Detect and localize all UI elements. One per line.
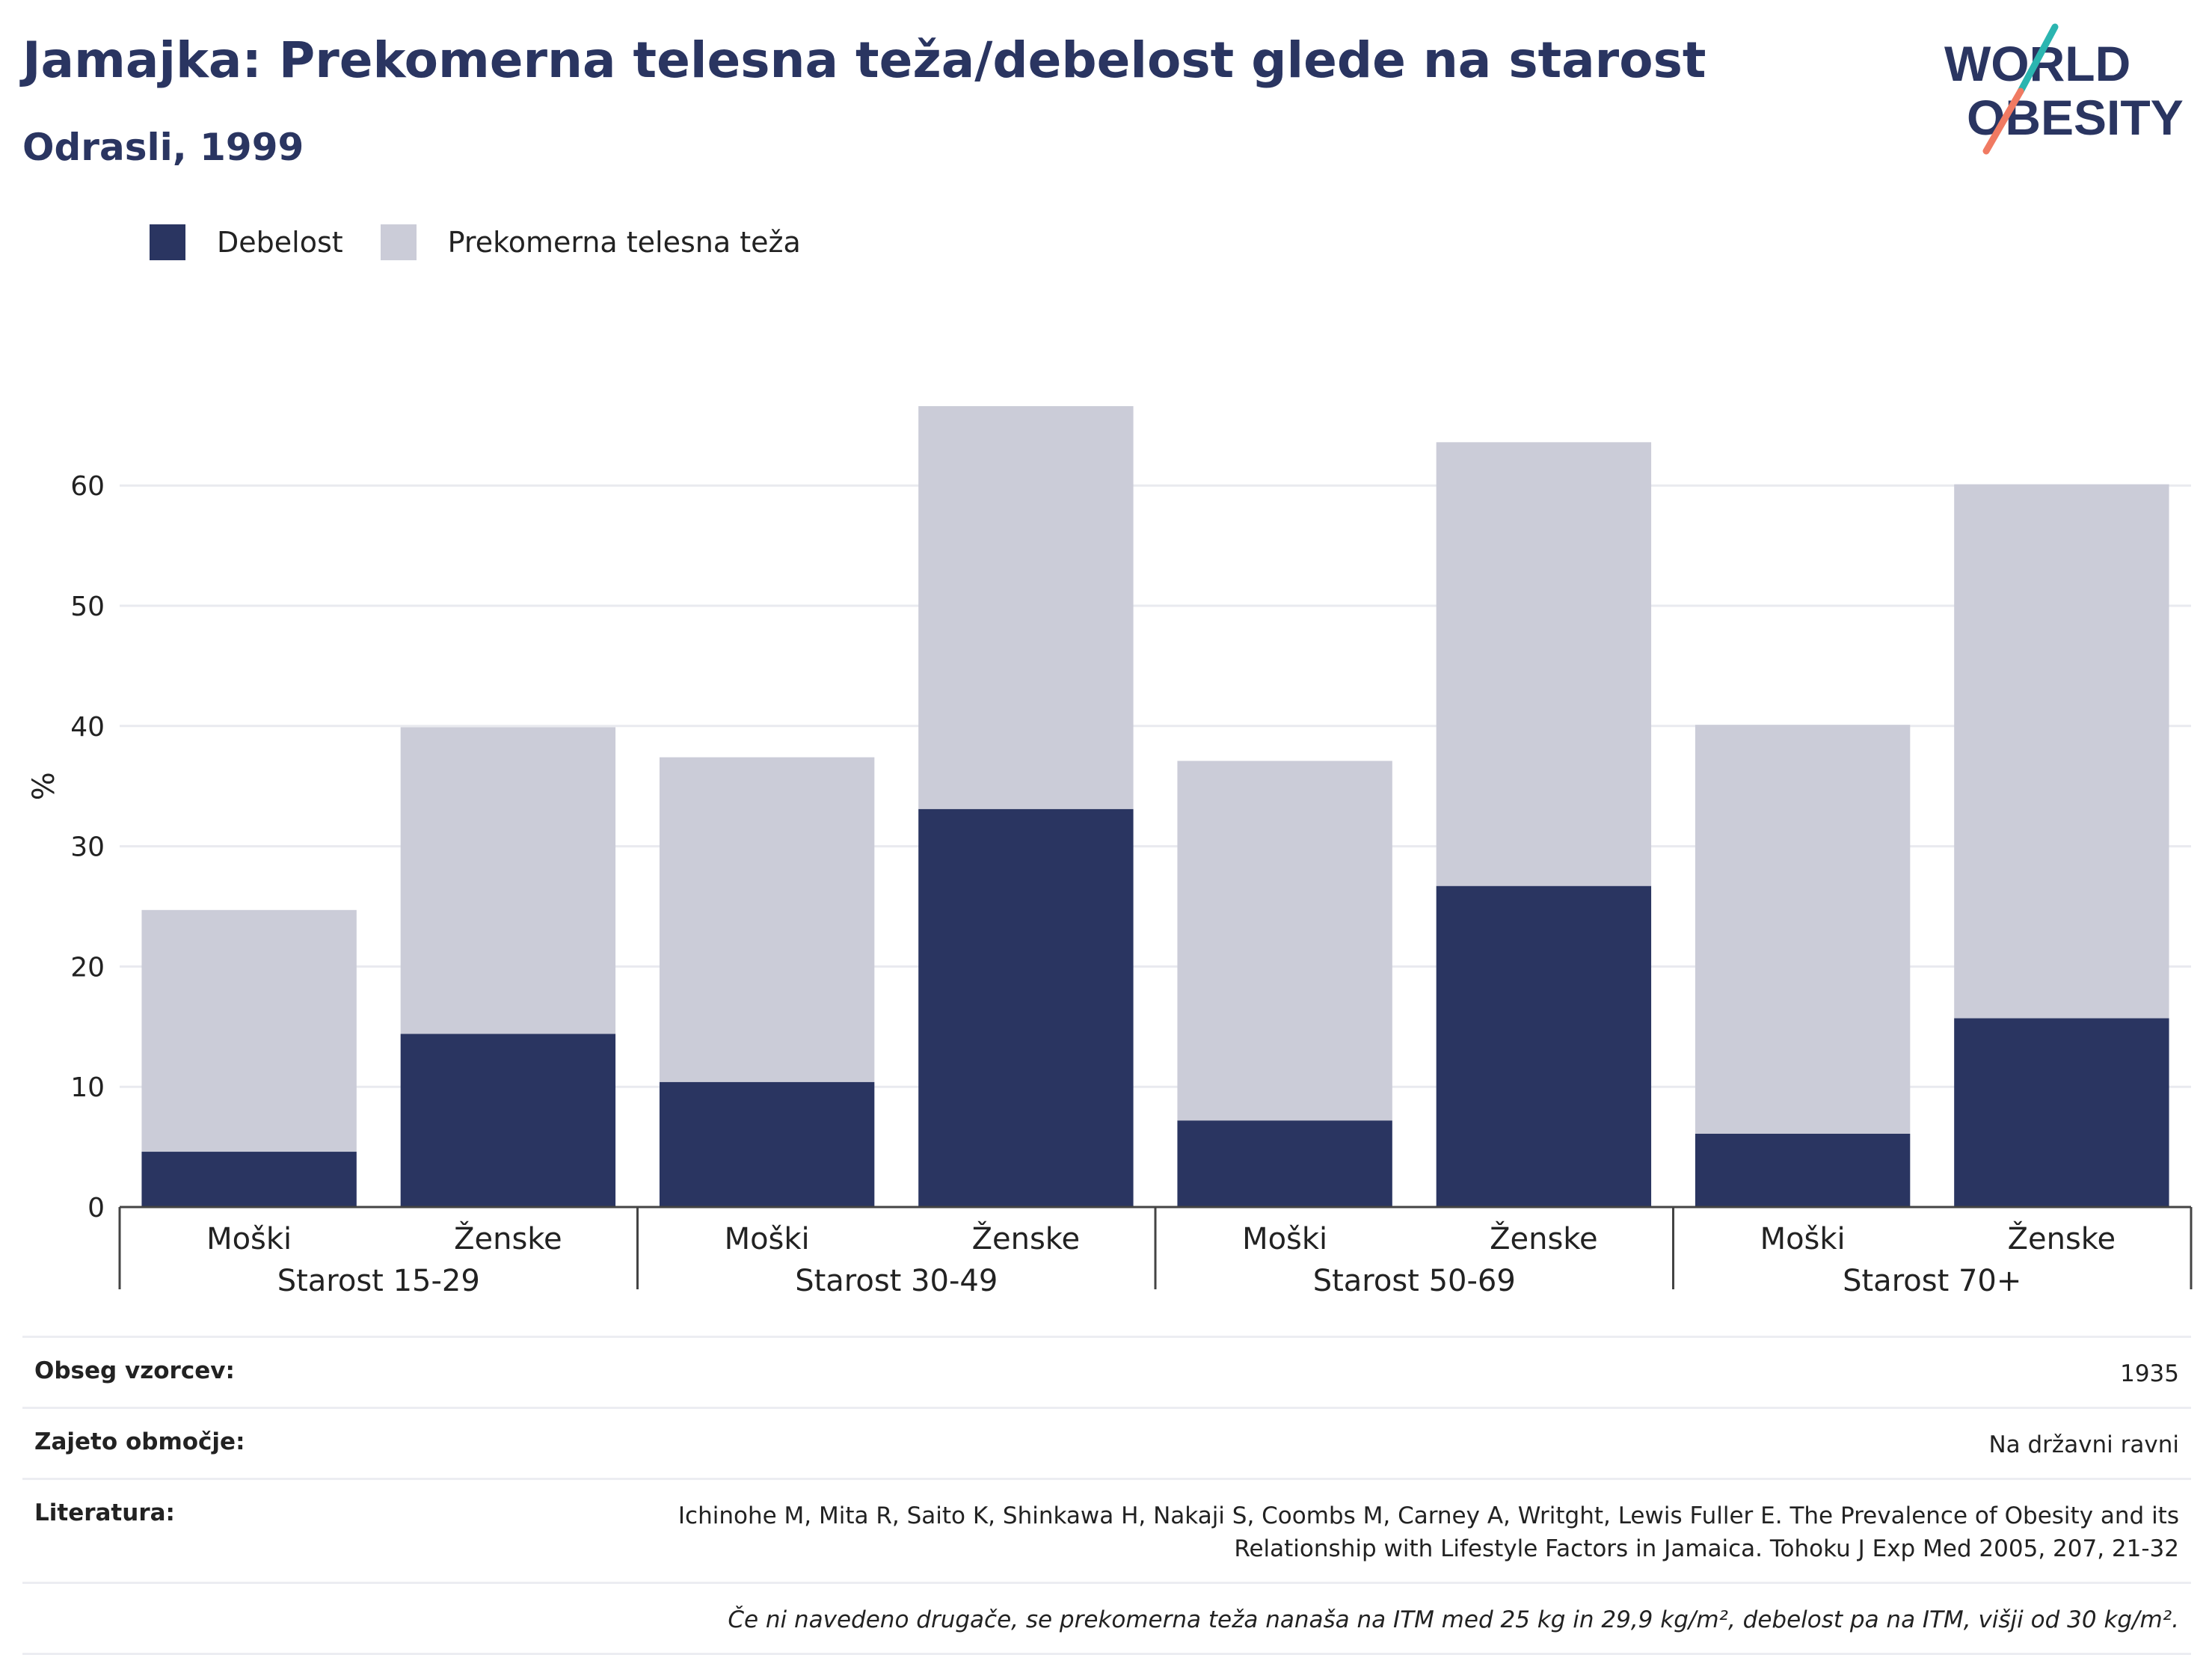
y-tick-label: 10 bbox=[70, 1072, 105, 1103]
coverage-value: Na državni ravni bbox=[1988, 1431, 2179, 1458]
legend-swatch-prekomerna bbox=[380, 224, 417, 260]
info-row-references: Literatura: Ichinohe M, Mita R, Saito K,… bbox=[22, 1478, 2191, 1582]
group-label: Starost 50-69 bbox=[1313, 1264, 1516, 1298]
axes bbox=[118, 1206, 2193, 1289]
references-line-1: Ichinohe M, Mita R, Saito K, Shinkawa H,… bbox=[678, 1502, 2179, 1529]
logo-slash-top bbox=[2017, 23, 2059, 95]
y-tick-label: 40 bbox=[70, 712, 105, 743]
tick-labels: 0 10 20 30 40 50 60% Moški Ženske Moški Ženske Mošk… bbox=[27, 471, 2116, 1298]
legend-label-debelost: Debelost bbox=[217, 226, 343, 259]
bar-prekomerna bbox=[400, 727, 616, 1034]
legend-item-prekomerna[interactable]: Prekomerna telesna teža bbox=[380, 224, 801, 260]
info-row-sample: Obseg vzorcev: 1935 bbox=[22, 1336, 2191, 1407]
bar-prekomerna bbox=[659, 757, 875, 1082]
info-row-coverage: Zajeto območje: Na državni ravni bbox=[22, 1407, 2191, 1478]
stacked-bar-chart: 0 10 20 30 40 50 60% Moški Ženske Moški Ženske Mošk… bbox=[27, 406, 2193, 1298]
bars bbox=[141, 406, 2169, 1207]
x-tick-label: Ženske bbox=[972, 1220, 1081, 1256]
bar-debelost bbox=[918, 808, 1134, 1207]
y-axis-label: % bbox=[27, 772, 61, 800]
group-label: Starost 15-29 bbox=[277, 1264, 480, 1298]
bar-debelost bbox=[659, 1081, 875, 1207]
bar-debelost bbox=[1177, 1120, 1392, 1207]
legend-item-debelost[interactable]: Debelost bbox=[150, 224, 343, 260]
x-tick-label: Moški bbox=[1242, 1222, 1327, 1256]
y-tick-label: 20 bbox=[70, 952, 105, 983]
bar-debelost bbox=[400, 1034, 616, 1207]
info-table: Obseg vzorcev: 1935 Zajeto območje: Na d… bbox=[22, 1336, 2191, 1655]
references-value: Ichinohe M, Mita R, Saito K, Shinkawa H,… bbox=[678, 1499, 2179, 1565]
bar-prekomerna bbox=[1177, 761, 1392, 1121]
group-label: Starost 30-49 bbox=[795, 1264, 998, 1298]
bar-prekomerna bbox=[141, 909, 357, 1152]
legend-swatch-debelost bbox=[150, 224, 185, 260]
chart-title: Jamajka: Prekomerna telesna teža/debelos… bbox=[22, 31, 1706, 89]
x-tick-label: Moški bbox=[725, 1222, 810, 1256]
references-line-2: Relationship with Lifestyle Factors in J… bbox=[1234, 1535, 2179, 1562]
bar-debelost bbox=[1695, 1133, 1911, 1207]
bar-debelost bbox=[1954, 1018, 2169, 1207]
coverage-label: Zajeto območje: bbox=[34, 1428, 245, 1455]
chart-subtitle: Odrasli, 1999 bbox=[22, 126, 304, 169]
x-tick-label: Moški bbox=[206, 1222, 292, 1256]
y-tick-label: 50 bbox=[70, 592, 105, 622]
bar-prekomerna bbox=[918, 406, 1134, 809]
info-row-note: Če ni navedeno drugače, se prekomerna te… bbox=[22, 1582, 2191, 1655]
legend-label-prekomerna: Prekomerna telesna teža bbox=[447, 226, 801, 259]
logo-slash-bottom bbox=[1982, 87, 2024, 155]
y-tick-label: 0 bbox=[87, 1193, 105, 1223]
x-tick-label: Ženske bbox=[2008, 1220, 2116, 1256]
bar-debelost bbox=[1436, 885, 1652, 1207]
sample-size-value: 1935 bbox=[2120, 1360, 2179, 1387]
y-tick-label: 60 bbox=[70, 471, 105, 502]
bar-debelost bbox=[141, 1152, 357, 1207]
world-obesity-logo: WORLD OBESITY bbox=[1944, 22, 2191, 157]
x-tick-label: Moški bbox=[1760, 1222, 1846, 1256]
bar-prekomerna bbox=[1695, 725, 1911, 1134]
bar-prekomerna bbox=[1436, 442, 1652, 886]
x-tick-label: Ženske bbox=[454, 1220, 562, 1256]
logo-line2: OBESITY bbox=[1967, 90, 2184, 145]
group-label: Starost 70+ bbox=[1843, 1264, 2021, 1298]
chart-legend: Debelost Prekomerna telesna teža bbox=[150, 221, 838, 263]
references-label: Literatura: bbox=[34, 1499, 175, 1526]
x-tick-label: Ženske bbox=[1490, 1220, 1598, 1256]
bar-prekomerna bbox=[1954, 484, 2169, 1019]
definition-note: Če ni navedeno drugače, se prekomerna te… bbox=[728, 1606, 2179, 1633]
y-tick-label: 30 bbox=[70, 832, 105, 863]
sample-size-label: Obseg vzorcev: bbox=[34, 1357, 235, 1384]
